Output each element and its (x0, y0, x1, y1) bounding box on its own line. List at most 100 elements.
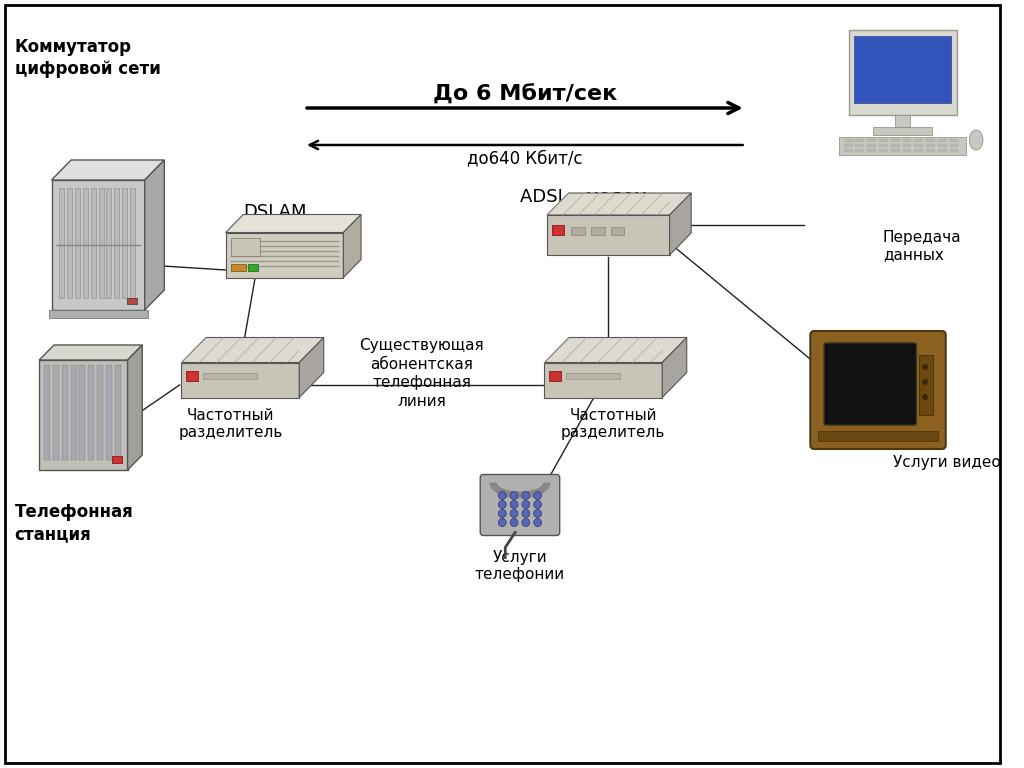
Circle shape (510, 518, 518, 527)
Circle shape (499, 501, 506, 508)
Circle shape (534, 501, 542, 508)
Bar (854, 36, 950, 103)
Circle shape (923, 379, 928, 385)
Bar (566, 372, 620, 379)
Bar (203, 372, 257, 379)
Bar (80, 365, 85, 460)
Bar (914, 139, 924, 142)
Circle shape (923, 394, 928, 400)
Bar (938, 149, 947, 152)
Bar (914, 149, 924, 152)
Bar (230, 237, 260, 256)
FancyBboxPatch shape (810, 331, 946, 449)
Text: Коммутатор
цифровой сети: Коммутатор цифровой сети (14, 38, 161, 78)
Text: DSLAM: DSLAM (243, 203, 306, 221)
Circle shape (534, 509, 542, 518)
Polygon shape (299, 337, 324, 398)
Bar (225, 233, 343, 277)
Bar (949, 149, 958, 152)
Bar (181, 362, 299, 398)
Bar (552, 225, 563, 235)
Bar (547, 215, 670, 255)
Bar (867, 144, 877, 147)
Bar (186, 370, 199, 380)
Bar (51, 180, 144, 310)
Text: Частотный
разделитель: Частотный разделитель (561, 408, 666, 440)
Bar (867, 149, 877, 152)
Text: Услуги
телефонии: Услуги телефонии (475, 550, 565, 582)
Bar (891, 149, 900, 152)
Bar (48, 310, 147, 318)
Bar (926, 139, 935, 142)
Text: Услуги видео: Услуги видео (893, 455, 1000, 470)
Bar (949, 144, 958, 147)
Polygon shape (39, 345, 142, 360)
Bar (550, 370, 561, 380)
Circle shape (522, 518, 529, 527)
Bar (98, 188, 103, 298)
Bar (855, 149, 864, 152)
Bar (844, 144, 853, 147)
Bar (895, 115, 910, 127)
Bar (230, 263, 246, 270)
Polygon shape (225, 214, 361, 233)
Circle shape (923, 364, 928, 370)
Text: Телефонная
станция: Телефонная станция (14, 503, 133, 543)
Bar (59, 188, 65, 298)
Polygon shape (181, 337, 324, 362)
Bar (867, 139, 877, 142)
Bar (926, 149, 935, 152)
Bar (891, 139, 900, 142)
Bar (83, 188, 88, 298)
Bar (949, 139, 958, 142)
Polygon shape (144, 160, 164, 310)
Bar (75, 188, 80, 298)
Bar (91, 188, 95, 298)
Bar (130, 188, 135, 298)
Circle shape (534, 492, 542, 499)
Bar (938, 144, 947, 147)
Polygon shape (51, 160, 164, 180)
Bar (61, 365, 68, 460)
Bar (879, 139, 888, 142)
Bar (68, 188, 72, 298)
Bar (855, 144, 864, 147)
Circle shape (510, 492, 518, 499)
Bar (112, 456, 122, 463)
Text: до640 Кбит/с: до640 Кбит/с (467, 149, 583, 167)
Bar (115, 365, 121, 460)
Bar (122, 188, 127, 298)
Bar (39, 360, 128, 470)
Bar (44, 365, 50, 460)
Circle shape (522, 501, 529, 508)
Bar (105, 365, 112, 460)
Bar (891, 144, 900, 147)
Bar (914, 144, 924, 147)
Bar (902, 144, 911, 147)
Ellipse shape (970, 130, 983, 150)
Bar (879, 144, 888, 147)
Polygon shape (545, 337, 687, 362)
Text: Существующая
абонентская
телефонная
линия: Существующая абонентская телефонная лини… (359, 338, 484, 409)
Bar (902, 149, 911, 152)
Polygon shape (547, 193, 691, 215)
FancyBboxPatch shape (480, 475, 560, 535)
Circle shape (534, 518, 542, 527)
Polygon shape (663, 337, 687, 398)
Bar (839, 137, 967, 155)
Bar (920, 355, 933, 415)
Bar (849, 30, 956, 115)
Bar (938, 139, 947, 142)
Circle shape (522, 492, 529, 499)
Text: ADSL - модем: ADSL - модем (520, 187, 647, 205)
Bar (591, 227, 605, 235)
Bar (545, 362, 663, 398)
FancyBboxPatch shape (824, 343, 916, 425)
Bar (610, 227, 625, 235)
Circle shape (510, 509, 518, 518)
Text: До 6 Мбит/сек: До 6 Мбит/сек (433, 84, 617, 105)
Circle shape (499, 518, 506, 527)
Bar (106, 188, 112, 298)
Bar (115, 188, 119, 298)
Bar (855, 139, 864, 142)
